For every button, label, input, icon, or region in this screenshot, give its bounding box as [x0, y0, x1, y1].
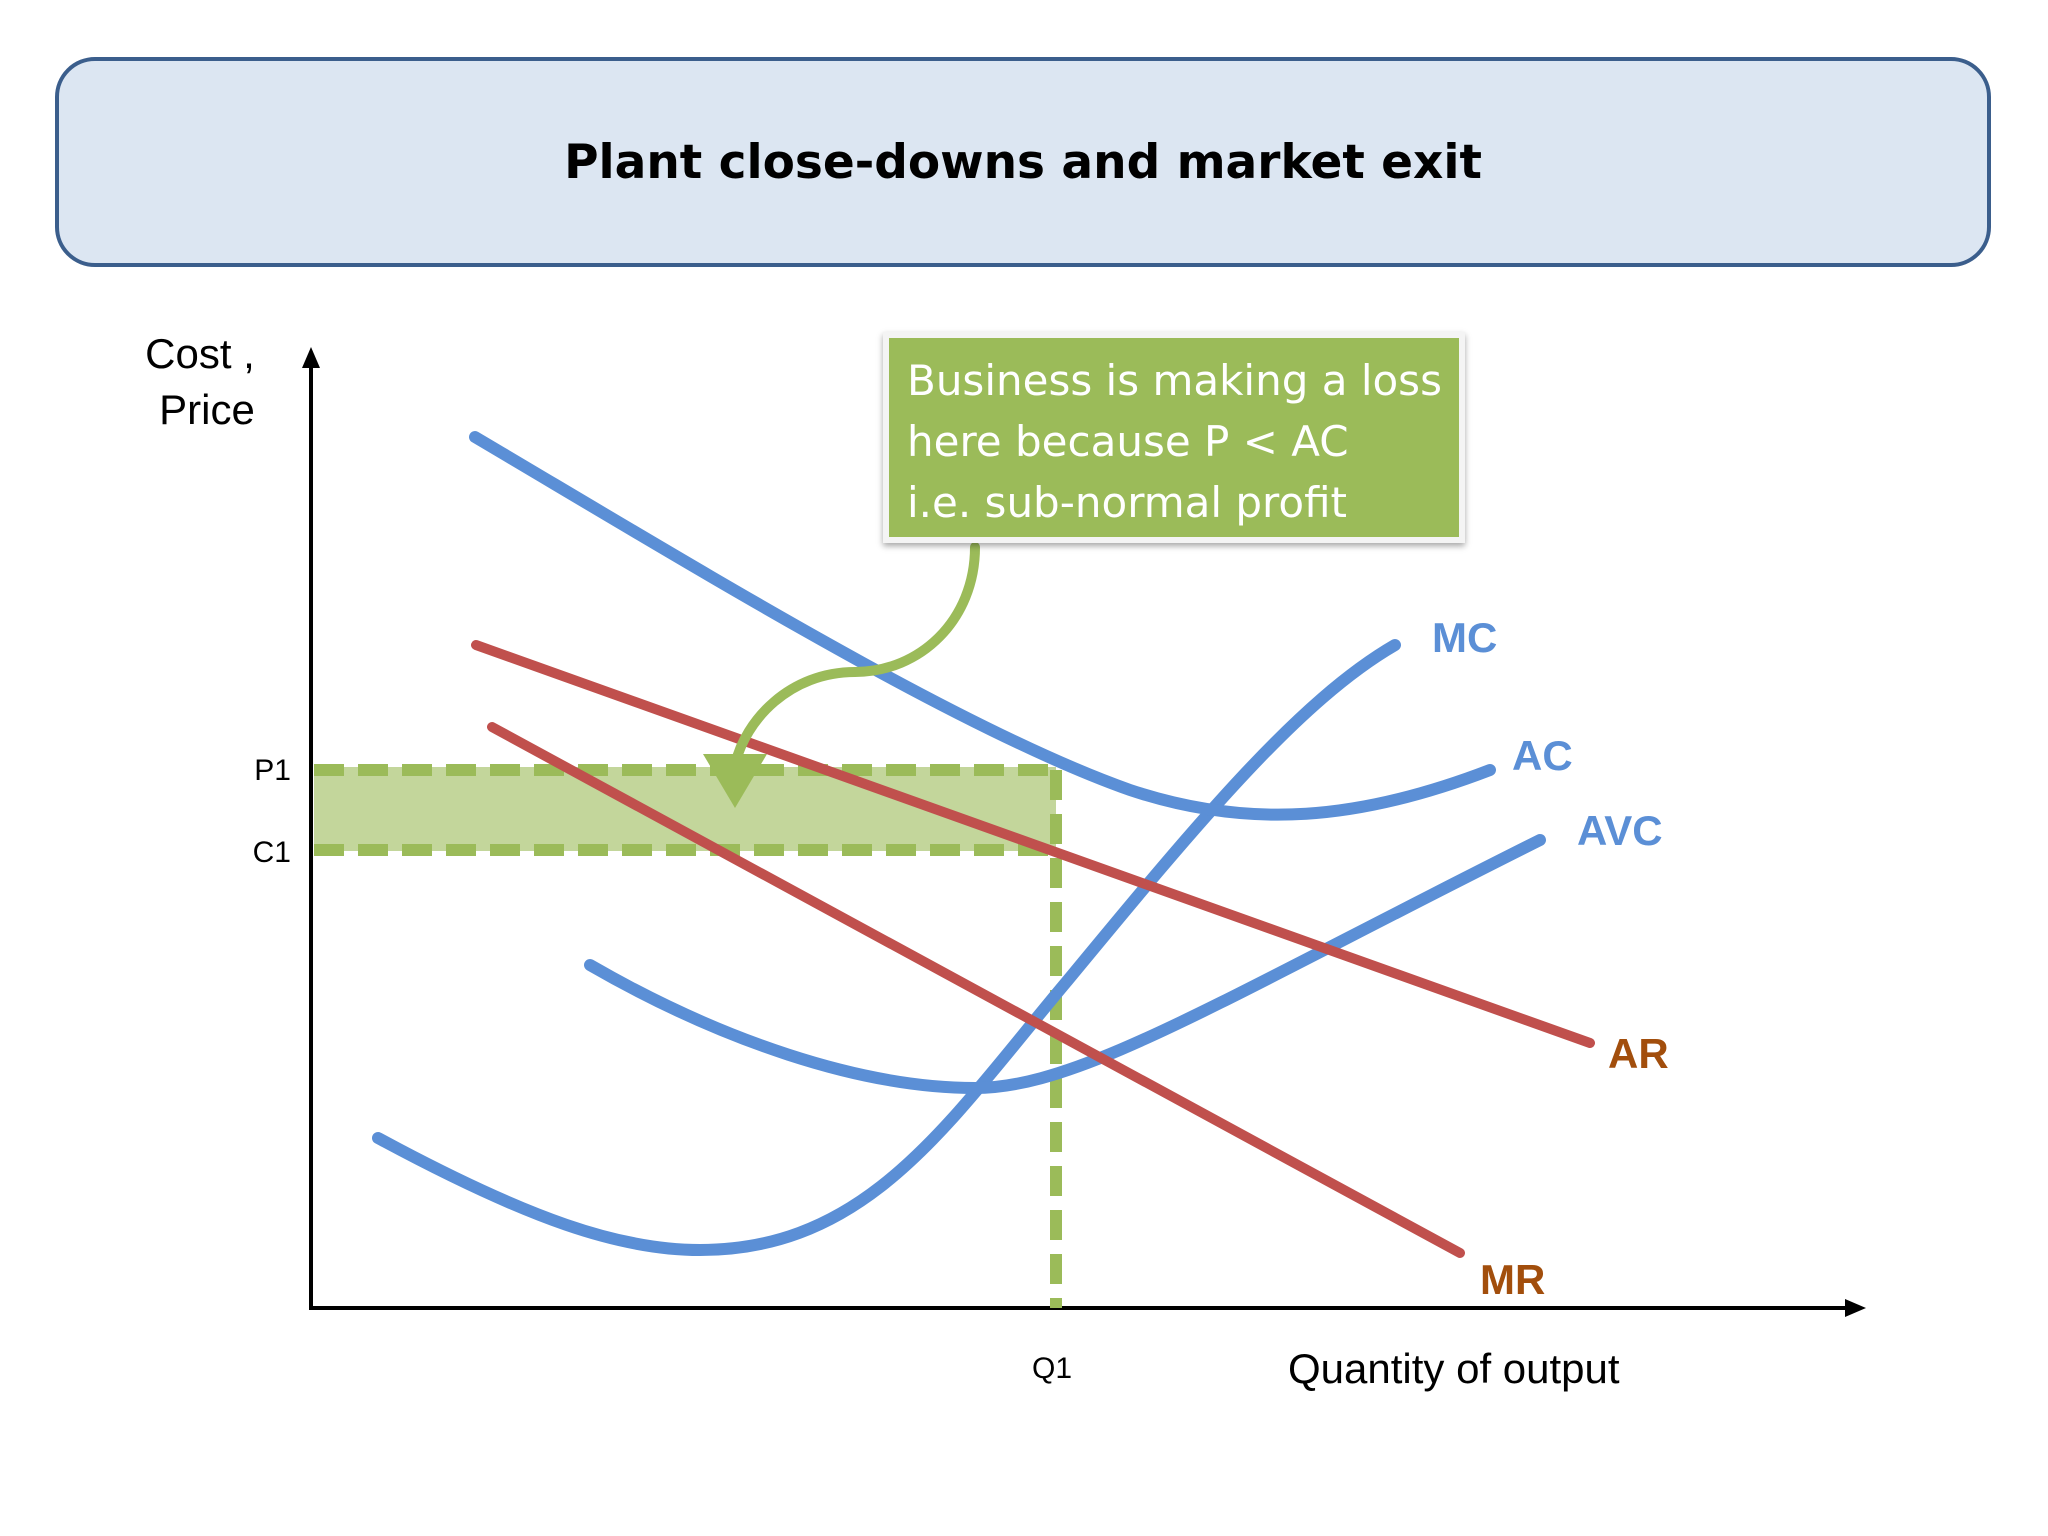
x-axis-arrowhead	[1845, 1299, 1866, 1317]
y-axis-label-line1: Cost ,	[145, 330, 255, 377]
y-axis-arrowhead	[302, 347, 320, 368]
callout-line-3: i.e. sub-normal profit	[907, 478, 1348, 527]
q1-tick-label: Q1	[1032, 1352, 1072, 1385]
p1-tick-label: P1	[254, 754, 291, 787]
ac-label: AC	[1512, 732, 1573, 779]
loss-callout: Business is making a loss here because P…	[883, 332, 1465, 543]
y-axis-label-line2: Price	[159, 386, 255, 433]
mc-label: MC	[1432, 614, 1497, 661]
mr-label: MR	[1480, 1256, 1545, 1303]
x-axis-label: Quantity of output	[1288, 1345, 1620, 1392]
title-banner: Plant close-downs and market exit	[55, 57, 1991, 267]
callout-arrowhead	[703, 754, 767, 808]
avc-label: AVC	[1577, 807, 1663, 854]
avc-curve	[584, 834, 1546, 1095]
ar-curve	[471, 640, 1595, 1048]
callout-line-2: here because P < AC	[907, 417, 1349, 466]
ac-curve	[469, 431, 1496, 821]
slide-title: Plant close-downs and market exit	[564, 134, 1482, 190]
callout-line-1: Business is making a loss	[907, 356, 1442, 405]
callout-arrow	[730, 542, 980, 770]
mc-curve	[372, 639, 1401, 1257]
ar-label: AR	[1608, 1030, 1669, 1077]
mr-curve	[487, 722, 1465, 1258]
c1-tick-label: C1	[253, 836, 291, 869]
